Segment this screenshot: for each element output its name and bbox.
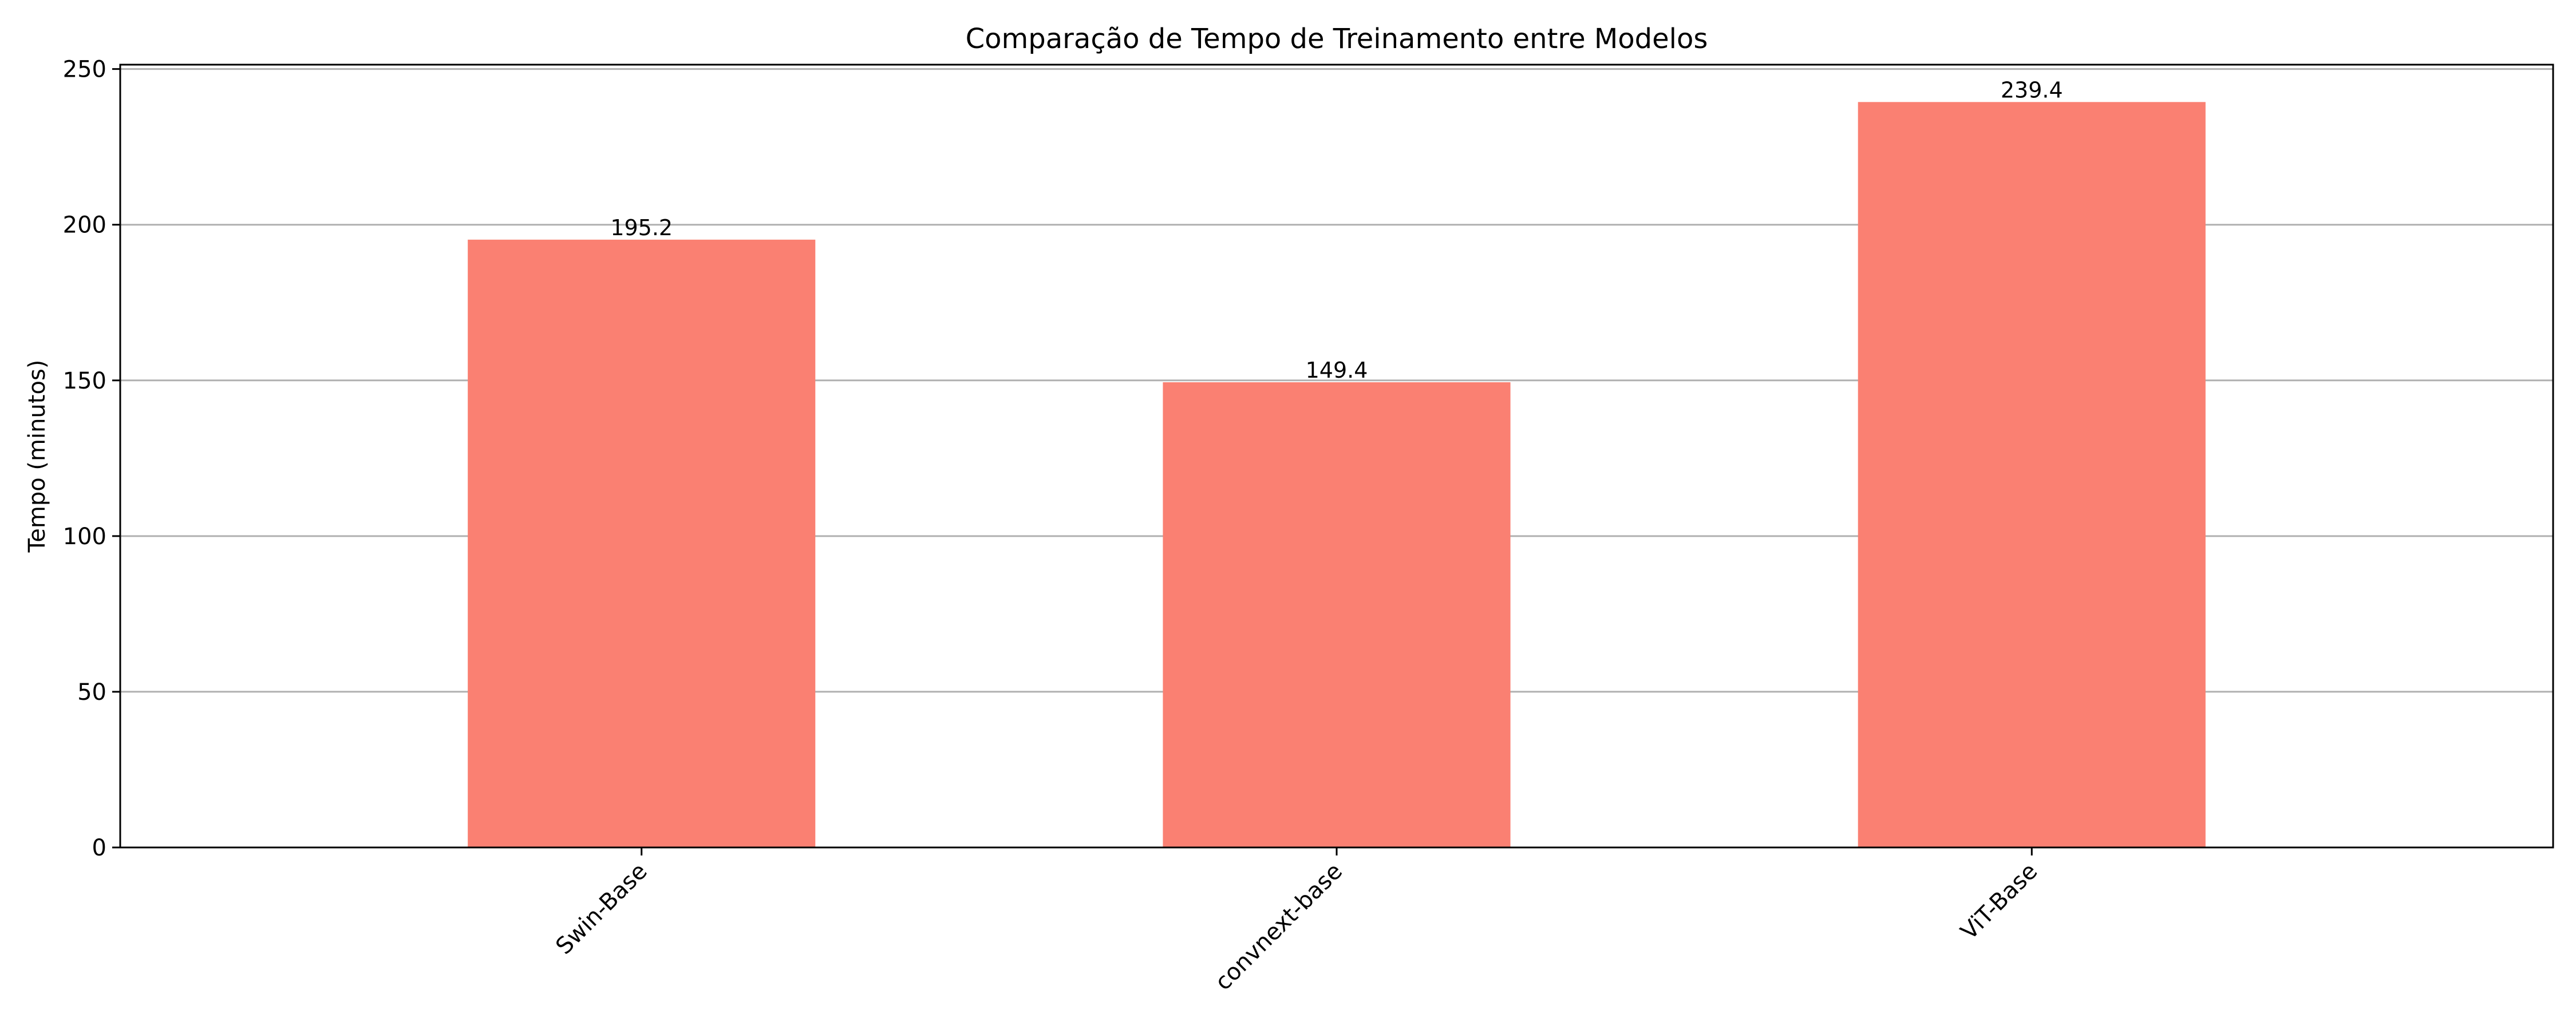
y-tick-label: 100 xyxy=(63,524,106,550)
x-axis-ticks: Swin-Base convnext-base ViT-Base xyxy=(551,847,2042,996)
y-tick-label: 50 xyxy=(77,679,106,706)
bar xyxy=(1858,102,2206,847)
bar-value-label: 239.4 xyxy=(2001,77,2063,102)
bar-value-labels: 195.2 149.4 239.4 xyxy=(610,77,2063,383)
y-tick-label: 200 xyxy=(63,212,106,239)
y-axis-label: Tempo (minutos) xyxy=(24,360,50,553)
chart-title: Comparação de Tempo de Treinamento entre… xyxy=(966,23,1708,55)
x-tick-label: convnext-base xyxy=(1210,858,1348,996)
y-tick-label: 0 xyxy=(92,835,106,861)
x-tick-label: ViT-Base xyxy=(1955,858,2042,945)
y-tick-label: 250 xyxy=(63,57,106,83)
bar xyxy=(468,239,816,847)
bar-value-label: 195.2 xyxy=(610,215,673,240)
y-tick-label: 150 xyxy=(63,368,106,394)
y-axis-ticks: 0 50 100 150 200 250 xyxy=(63,57,120,861)
bar xyxy=(1163,382,1511,847)
bar-value-label: 149.4 xyxy=(1306,358,1368,383)
bars-group xyxy=(468,102,2206,847)
x-tick-label: Swin-Base xyxy=(551,858,652,960)
